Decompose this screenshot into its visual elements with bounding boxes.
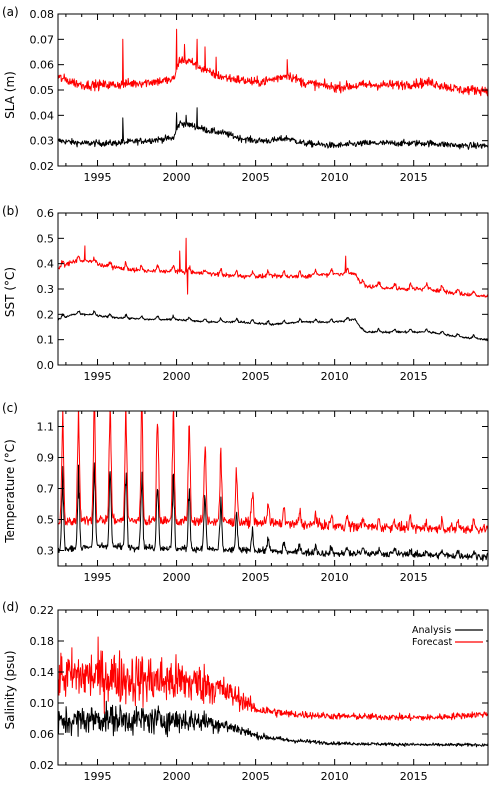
panel-c: (c) Temperature (°C) 0.3 0.5 0.7 0.9 1.1 1995… bbox=[2, 401, 489, 584]
panel-c-xtick-label: 1995 bbox=[84, 571, 112, 584]
panel-d-xtick-label: 1995 bbox=[84, 770, 112, 783]
panel-b-xtick-label: 2015 bbox=[400, 370, 428, 383]
panel-a-ytick-label: 0.08 bbox=[30, 8, 55, 21]
panel-d-analysis-line bbox=[58, 700, 488, 748]
panel-b-ytick-label: 0.1 bbox=[37, 334, 55, 347]
panel-a-analysis-line bbox=[58, 107, 488, 150]
panel-c-ytick-label: 0.7 bbox=[37, 483, 55, 496]
panel-b-analysis-line bbox=[58, 310, 488, 342]
panel-b-ytick-label: 0.5 bbox=[37, 232, 55, 245]
panel-c-ytick-label: 0.5 bbox=[37, 514, 55, 527]
panel-a-forecast-line bbox=[58, 28, 488, 97]
panel-a-ytick-label: 0.07 bbox=[30, 33, 55, 46]
legend-label-analysis: Analysis bbox=[412, 625, 451, 636]
panel-b-ytick-label: 0.0 bbox=[37, 359, 55, 372]
panel-a-ytick-label: 0.03 bbox=[30, 135, 55, 148]
panel-a: (a) SLA (m) 0.02 0.03 0.04 0.05 0.06 0.07 0.08… bbox=[2, 5, 489, 184]
panel-c-xtick-label: 2015 bbox=[400, 571, 428, 584]
panel-b-ylabel: SST (°C) bbox=[3, 267, 17, 317]
panel-d-xtick-label: 2010 bbox=[321, 770, 349, 783]
panel-a-tag: (a) bbox=[2, 5, 19, 19]
panel-d-ylabel: Salinity (psu) bbox=[3, 650, 17, 729]
panel-c-ylabel: Temperature (°C) bbox=[3, 439, 17, 544]
panel-b-tag: (b) bbox=[2, 204, 19, 218]
panel-d-ytick-label: 0.06 bbox=[30, 728, 55, 741]
panel-b-xtick-label: 2010 bbox=[321, 370, 349, 383]
panel-d-series-group bbox=[58, 636, 488, 748]
panel-d-forecast-line bbox=[58, 636, 488, 721]
panel-c-xtick-label: 2005 bbox=[242, 571, 270, 584]
legend-label-forecast: Forecast bbox=[412, 637, 452, 648]
panel-a-ytick-label: 0.05 bbox=[30, 84, 55, 97]
panel-a-ytick-label: 0.04 bbox=[30, 109, 55, 122]
panel-c-ytick-label: 0.9 bbox=[37, 452, 55, 465]
panel-d-xtick-label: 2005 bbox=[242, 770, 270, 783]
panel-a-xtick-label: 1995 bbox=[84, 171, 112, 184]
panel-a-xtick-label: 2000 bbox=[163, 171, 191, 184]
panel-a-series-group bbox=[58, 28, 488, 150]
panel-b-xtick-label: 2005 bbox=[242, 370, 270, 383]
panel-d-ytick-label: 0.10 bbox=[30, 697, 55, 710]
panel-d-xtick-label: 2000 bbox=[163, 770, 191, 783]
panel-a-xtick-label: 2005 bbox=[242, 171, 270, 184]
panel-a-ytick-label: 0.02 bbox=[30, 160, 55, 173]
panel-c-series-group bbox=[58, 411, 488, 562]
panel-d-tag: (d) bbox=[2, 600, 19, 614]
panel-b-ytick-label: 0.4 bbox=[37, 258, 55, 271]
panel-d-frame bbox=[57, 609, 489, 766]
panel-c-xtick-label: 2010 bbox=[321, 571, 349, 584]
panel-c-xtick-label: 2000 bbox=[163, 571, 191, 584]
panel-d-ytick-label: 0.14 bbox=[30, 666, 55, 679]
panel-c-forecast-line bbox=[58, 411, 488, 535]
panel-b: (b) SST (°C) 0.0 0.1 0.2 0.3 0.4 0.5 0.6 1995 20… bbox=[2, 204, 489, 383]
panel-a-ytick-label: 0.06 bbox=[30, 59, 55, 72]
panel-a-xtick-label: 2015 bbox=[400, 171, 428, 184]
legend-box bbox=[385, 621, 486, 648]
panel-b-xtick-label: 2000 bbox=[163, 370, 191, 383]
panel-b-series-group bbox=[58, 237, 488, 342]
panel-c-tag: (c) bbox=[2, 401, 18, 415]
panel-b-forecast-line bbox=[58, 237, 488, 298]
panel-b-ytick-label: 0.3 bbox=[37, 283, 55, 296]
panel-d-ytick-label: 0.02 bbox=[30, 759, 55, 772]
panel-d: (d) Salinity (psu) 0.02 0.06 0.10 0.14 0.18 0… bbox=[2, 600, 489, 783]
panel-a-ylabel: SLA (m) bbox=[3, 71, 17, 119]
panel-a-xtick-label: 2010 bbox=[321, 171, 349, 184]
panel-b-ytick-label: 0.6 bbox=[37, 207, 55, 220]
legend: Analysis Forecast bbox=[385, 621, 486, 648]
panel-d-ytick-label: 0.18 bbox=[30, 635, 55, 648]
panel-c-ytick-label: 0.3 bbox=[37, 545, 55, 558]
panel-c-ytick-label: 1.1 bbox=[37, 421, 55, 434]
panel-d-ytick-label: 0.22 bbox=[30, 604, 55, 617]
panel-c-analysis-line bbox=[58, 462, 488, 562]
panel-b-ytick-label: 0.2 bbox=[37, 308, 55, 321]
panel-b-xtick-label: 1995 bbox=[84, 370, 112, 383]
panel-d-xtick-label: 2015 bbox=[400, 770, 428, 783]
